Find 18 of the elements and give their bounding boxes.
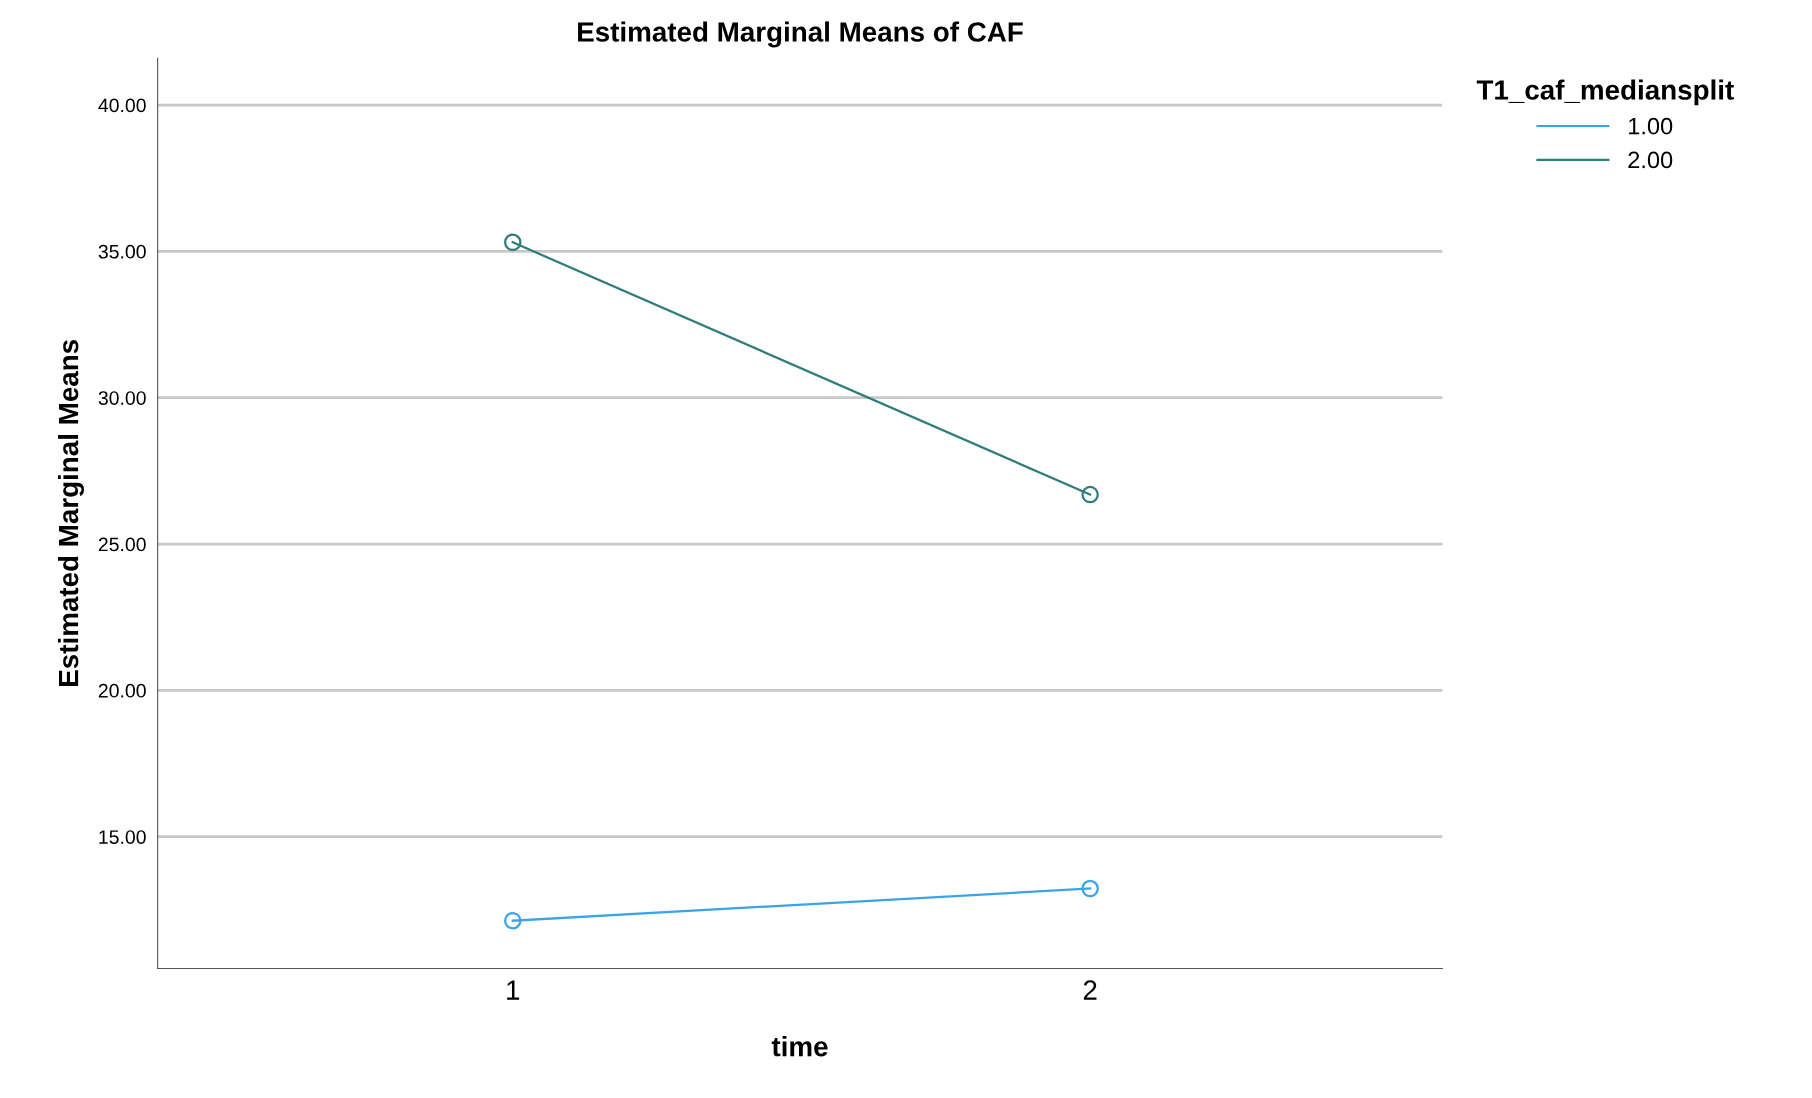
y-tick-label: 20.00	[98, 683, 146, 698]
point	[503, 911, 522, 930]
point	[1081, 879, 1099, 898]
y-axis-title: Estimated Marginal Means	[57, 340, 84, 686]
x-axis-title: time	[771, 1036, 828, 1057]
point	[503, 233, 522, 252]
x-tick-label: 2	[1083, 980, 1097, 1000]
chart-title: Estimated Marginal Means of CAF	[578, 21, 1023, 48]
legend-label: 1.00	[1629, 117, 1673, 135]
y-tick-label: 35.00	[98, 244, 146, 259]
legend-label: 2.00	[1628, 151, 1673, 169]
y-tick-label: 25.00	[98, 537, 146, 552]
y-tick-label: 40.00	[98, 98, 146, 113]
legend-title: T1_caf_mediansplit	[1476, 79, 1734, 106]
y-tick-label: 30.00	[98, 391, 146, 405]
point	[1081, 485, 1099, 504]
y-tick-label: 15.00	[99, 830, 146, 844]
x-tick-label: 1	[507, 980, 520, 1000]
